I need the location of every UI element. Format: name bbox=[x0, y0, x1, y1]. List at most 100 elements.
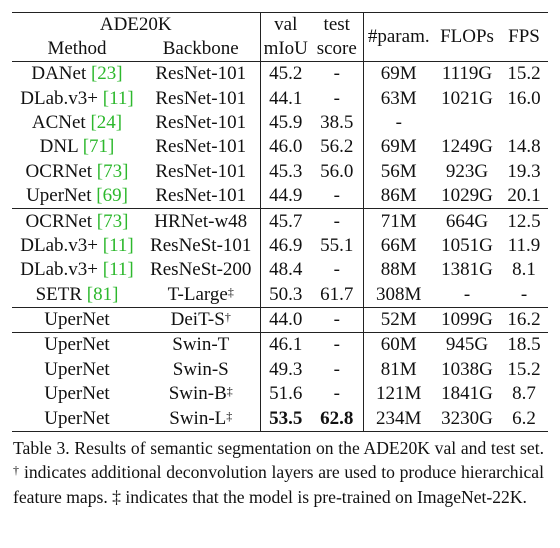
fps-value: 8.1 bbox=[512, 259, 536, 281]
flops-value: 1249G bbox=[441, 136, 493, 158]
flops-cell: 1029G bbox=[434, 183, 500, 210]
table-row: UperNet Swin-B‡ 51.6 - 121M 1841G 8.7 bbox=[12, 382, 548, 407]
params-cell: 81M bbox=[362, 357, 434, 383]
fps-value: 18.5 bbox=[507, 334, 541, 356]
test-score-cell: - bbox=[311, 333, 363, 358]
fps-value: 16.2 bbox=[507, 309, 541, 331]
params-value: 60M bbox=[380, 334, 417, 356]
backbone-name: Swin-T bbox=[172, 334, 230, 356]
backbone-name: ResNet-101 bbox=[155, 111, 247, 133]
method-cell: OCRNet [73] bbox=[12, 160, 142, 184]
table-row: DLab.v3+ [11] ResNet-101 44.1 - 63M 1021G 16.0 bbox=[12, 86, 548, 111]
val-miou-cell: 49.3 bbox=[259, 357, 311, 383]
test-score-value: - bbox=[333, 383, 340, 405]
test-score-cell: - bbox=[311, 358, 363, 382]
val-miou-cell: 44.9 bbox=[259, 183, 311, 210]
backbone-footnote-mark: ‡ bbox=[226, 408, 233, 423]
backbone-name: ResNet-101 bbox=[155, 87, 247, 109]
fps-value: - bbox=[520, 283, 528, 305]
method-cell: DLab.v3+ [11] bbox=[12, 234, 142, 258]
method-cell: UperNet bbox=[12, 358, 142, 382]
method-cell: SETR [81] bbox=[12, 282, 142, 308]
method-cell: UperNet bbox=[12, 307, 142, 334]
citation-ref: [71] bbox=[82, 136, 115, 158]
method-cell: UperNet [69] bbox=[12, 183, 142, 210]
backbone-cell: ResNet-101 bbox=[142, 111, 260, 135]
backbone-cell: T-Large‡ bbox=[142, 282, 260, 308]
table-row: DLab.v3+ [11] ResNeSt-200 48.4 - 88M 1381G 8.1 bbox=[12, 258, 548, 283]
method-name: UperNet bbox=[44, 334, 110, 356]
params-cell: 234M bbox=[362, 406, 434, 432]
params-cell: 121M bbox=[362, 382, 434, 407]
val-miou-cell: 45.9 bbox=[259, 110, 311, 136]
citation-ref: [11] bbox=[102, 234, 134, 256]
dagger-symbol: † bbox=[13, 463, 20, 478]
test-score-cell: 38.5 bbox=[311, 111, 363, 135]
val-miou-cell: 48.4 bbox=[259, 258, 311, 283]
method-name: UperNet bbox=[44, 383, 110, 405]
flops-value: 1381G bbox=[441, 259, 493, 281]
val-miou-value: 46.9 bbox=[269, 234, 303, 256]
fps-cell: 16.0 bbox=[500, 86, 548, 110]
backbone-cell: ResNeSt-200 bbox=[142, 258, 260, 282]
backbone-cell: ResNet-101 bbox=[142, 135, 260, 159]
fps-cell: 16.2 bbox=[500, 307, 548, 334]
method-name: DLab.v3+ bbox=[20, 234, 99, 256]
fps-cell: 15.2 bbox=[500, 358, 548, 382]
flops-cell: 923G bbox=[434, 160, 500, 184]
test-score-value: 38.5 bbox=[320, 111, 354, 133]
fps-cell: 12.5 bbox=[500, 209, 548, 234]
method-name: DANet bbox=[31, 63, 87, 85]
val-miou-cell: 46.9 bbox=[259, 233, 311, 259]
fps-cell: 19.3 bbox=[500, 160, 548, 184]
backbone-footnote-mark: † bbox=[224, 310, 231, 325]
backbone-footnote-mark: ‡ bbox=[227, 284, 234, 299]
backbone-cell: DeiT-S† bbox=[142, 307, 260, 334]
header-row-2: Method Backbone mIoU score bbox=[12, 37, 548, 62]
flops-header: FLOPs bbox=[434, 12, 500, 62]
table-row: DANet [23] ResNet-101 45.2 - 69M 1119G 15.2 bbox=[12, 61, 548, 87]
params-value: 66M bbox=[380, 234, 417, 256]
backbone-cell: Swin-L‡ bbox=[142, 406, 260, 432]
method-name: DNL bbox=[39, 136, 78, 158]
test-score-value: - bbox=[333, 309, 340, 331]
method-name: UperNet bbox=[44, 407, 110, 429]
test-score-cell: - bbox=[311, 307, 363, 334]
method-cell: DANet [23] bbox=[12, 62, 142, 87]
params-cell: 69M bbox=[362, 61, 434, 87]
backbone-cell: ResNet-101 bbox=[142, 86, 260, 110]
test-score-cell: - bbox=[311, 258, 363, 282]
fps-value: 15.2 bbox=[507, 358, 541, 380]
val-miou-cell: 46.1 bbox=[259, 332, 311, 358]
test-score-value: - bbox=[333, 358, 340, 380]
method-cell: UperNet bbox=[12, 406, 142, 432]
fps-value: 20.1 bbox=[507, 185, 541, 207]
table-row: UperNet Swin-L‡ 53.5 62.8 234M 3230G 6.2 bbox=[12, 406, 548, 432]
table-row: OCRNet [73] HRNet-w48 45.7 - 71M 664G 12.5 bbox=[12, 208, 548, 234]
test-score-cell: - bbox=[311, 183, 363, 210]
val-miou-cell: 46.0 bbox=[259, 135, 311, 160]
val-miou-value: 48.4 bbox=[269, 259, 303, 281]
params-cell: 69M bbox=[362, 135, 434, 160]
params-cell: 308M bbox=[362, 282, 434, 308]
flops-cell: 1038G bbox=[434, 358, 500, 382]
flops-value: 664G bbox=[445, 210, 489, 232]
val-miou-value: 46.1 bbox=[269, 334, 303, 356]
backbone-header: Backbone bbox=[142, 37, 260, 62]
val-miou-value: 45.2 bbox=[269, 63, 303, 85]
flops-cell: 1249G bbox=[434, 135, 500, 159]
method-name: UperNet bbox=[44, 358, 110, 380]
flops-cell: 1119G bbox=[434, 62, 500, 87]
params-value: 86M bbox=[380, 185, 417, 207]
params-cell: - bbox=[362, 110, 434, 136]
table-row: DLab.v3+ [11] ResNeSt-101 46.9 55.1 66M 1051G… bbox=[12, 233, 548, 259]
fps-cell: 6.2 bbox=[500, 406, 548, 432]
flops-cell: 1051G bbox=[434, 234, 500, 258]
flops-value: - bbox=[463, 283, 471, 305]
val-miou-cell: 44.1 bbox=[259, 86, 311, 111]
val-header-top: val bbox=[259, 12, 311, 37]
val-miou-cell: 45.7 bbox=[259, 208, 311, 234]
params-cell: 88M bbox=[362, 258, 434, 283]
backbone-cell: Swin-T bbox=[142, 333, 260, 358]
table-caption: Table 3. Results of semantic segmentatio… bbox=[12, 436, 544, 510]
